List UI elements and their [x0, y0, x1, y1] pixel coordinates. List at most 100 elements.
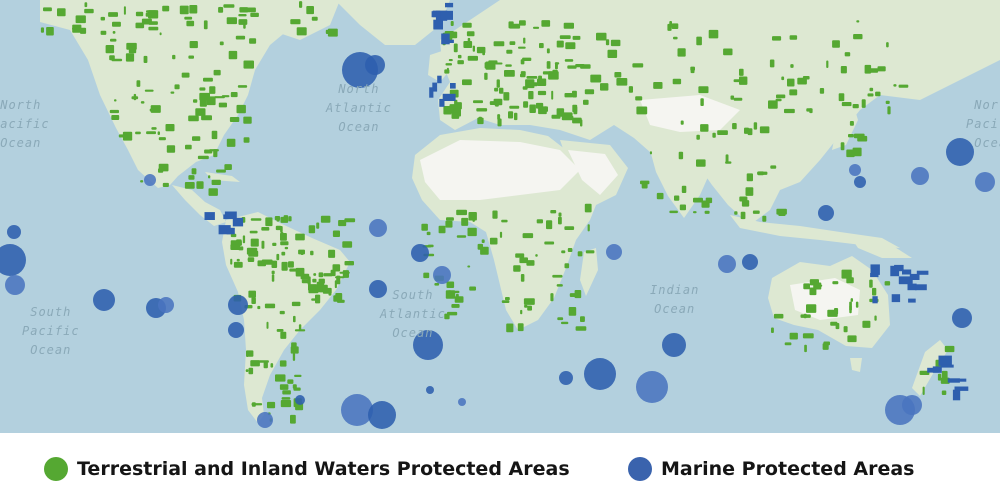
terrestrial-patch [166, 145, 176, 153]
terrestrial-patch [941, 370, 948, 380]
terrestrial-patch [649, 151, 652, 155]
terrestrial-patch [919, 370, 930, 375]
terrestrial-patch [787, 78, 795, 87]
terrestrial-patch [616, 78, 628, 86]
terrestrial-patch [752, 210, 760, 214]
terrestrial-patch [610, 39, 621, 47]
terrestrial-patch [885, 100, 890, 104]
terrestrial-patch [270, 363, 274, 368]
terrestrial-patch [803, 283, 810, 290]
marine-protected-area [223, 214, 234, 220]
terrestrial-patch [497, 118, 502, 127]
terrestrial-patch [552, 274, 563, 278]
terrestrial-patch [493, 41, 505, 47]
terrestrial-patch [141, 18, 152, 25]
land-south-america [222, 212, 350, 423]
terrestrial-patch [503, 92, 510, 101]
terrestrial-patch [775, 98, 782, 102]
terrestrial-patch [499, 231, 503, 238]
terrestrial-patch [456, 235, 467, 238]
terrestrial-patch [275, 374, 286, 382]
terrestrial-patch [243, 21, 246, 29]
terrestrial-patch [600, 83, 609, 91]
terrestrial-patch [585, 250, 595, 254]
terrestrial-patch [789, 35, 798, 40]
terrestrial-patch [275, 225, 282, 231]
terrestrial-patch [844, 52, 851, 57]
terrestrial-patch [509, 41, 516, 45]
terrestrial-patch [809, 108, 813, 114]
terrestrial-patch [40, 27, 44, 33]
terrestrial-patch [135, 11, 144, 17]
terrestrial-patch [213, 149, 218, 158]
marine-protected-area [5, 275, 25, 295]
terrestrial-patch [204, 149, 213, 154]
terrestrial-patch [497, 114, 501, 120]
terrestrial-patch [762, 215, 767, 222]
terrestrial-patch [250, 238, 259, 247]
terrestrial-patch [223, 4, 235, 8]
marine-protected-area [436, 11, 441, 21]
land-arctic-islands [240, 0, 340, 40]
terrestrial-patch [469, 286, 476, 291]
terrestrial-patch [809, 279, 819, 286]
marine-protected-area [426, 386, 434, 394]
terrestrial-patch [520, 309, 523, 315]
terrestrial-patch [251, 297, 256, 304]
terrestrial-patch [669, 210, 678, 214]
terrestrial-patch [140, 101, 145, 104]
terrestrial-patch [218, 102, 227, 108]
terrestrial-patch [867, 93, 874, 97]
terrestrial-patch [893, 84, 897, 87]
land-new-guinea [850, 236, 912, 258]
terrestrial-patch [287, 379, 294, 384]
terrestrial-patch [294, 374, 302, 377]
terrestrial-patch [230, 244, 241, 250]
terrestrial-patch [519, 20, 526, 26]
world-map[interactable] [0, 0, 1000, 433]
terrestrial-patch [211, 179, 221, 185]
terrestrial-patch [236, 104, 246, 114]
terrestrial-patch [100, 16, 105, 21]
terrestrial-patch [572, 35, 581, 40]
terrestrial-patch [311, 16, 318, 21]
terrestrial-patch [550, 210, 557, 214]
terrestrial-patch [284, 246, 289, 250]
marine-protected-area [0, 244, 26, 276]
land-greenland [335, 0, 450, 45]
marine-protected-area [947, 378, 960, 383]
terrestrial-patch [261, 227, 270, 231]
terrestrial-patch [264, 303, 276, 309]
terrestrial-patch [316, 222, 320, 229]
marine-protected-area [144, 174, 156, 186]
terrestrial-patch [558, 212, 562, 217]
terrestrial-patch [472, 214, 475, 222]
terrestrial-patch [219, 41, 224, 46]
terrestrial-patch [201, 115, 212, 121]
terrestrial-patch [485, 61, 496, 70]
terrestrial-patch [542, 71, 553, 75]
terrestrial-patch [509, 105, 520, 109]
terrestrial-patch [536, 219, 543, 224]
terrestrial-patch [489, 237, 498, 245]
terrestrial-patch [673, 36, 678, 40]
terrestrial-patch [123, 6, 126, 15]
terrestrial-patch [747, 128, 753, 136]
terrestrial-patch [730, 95, 735, 100]
terrestrial-patch [723, 48, 733, 56]
marine-protected-area [907, 283, 917, 291]
terrestrial-patch [874, 315, 877, 321]
terrestrial-patch [133, 93, 137, 101]
marine-protected-area [902, 395, 922, 415]
terrestrial-patch [849, 305, 852, 314]
marine-protected-area [204, 212, 215, 220]
terrestrial-patch [247, 257, 255, 262]
terrestrial-patch [276, 329, 284, 332]
terrestrial-patch [271, 260, 278, 268]
terrestrial-patch [564, 93, 573, 98]
terrestrial-patch [492, 210, 498, 219]
terrestrial-patch [276, 253, 280, 261]
terrestrial-patch [520, 59, 525, 65]
terrestrial-patch [314, 285, 326, 293]
terrestrial-patch [446, 281, 455, 288]
